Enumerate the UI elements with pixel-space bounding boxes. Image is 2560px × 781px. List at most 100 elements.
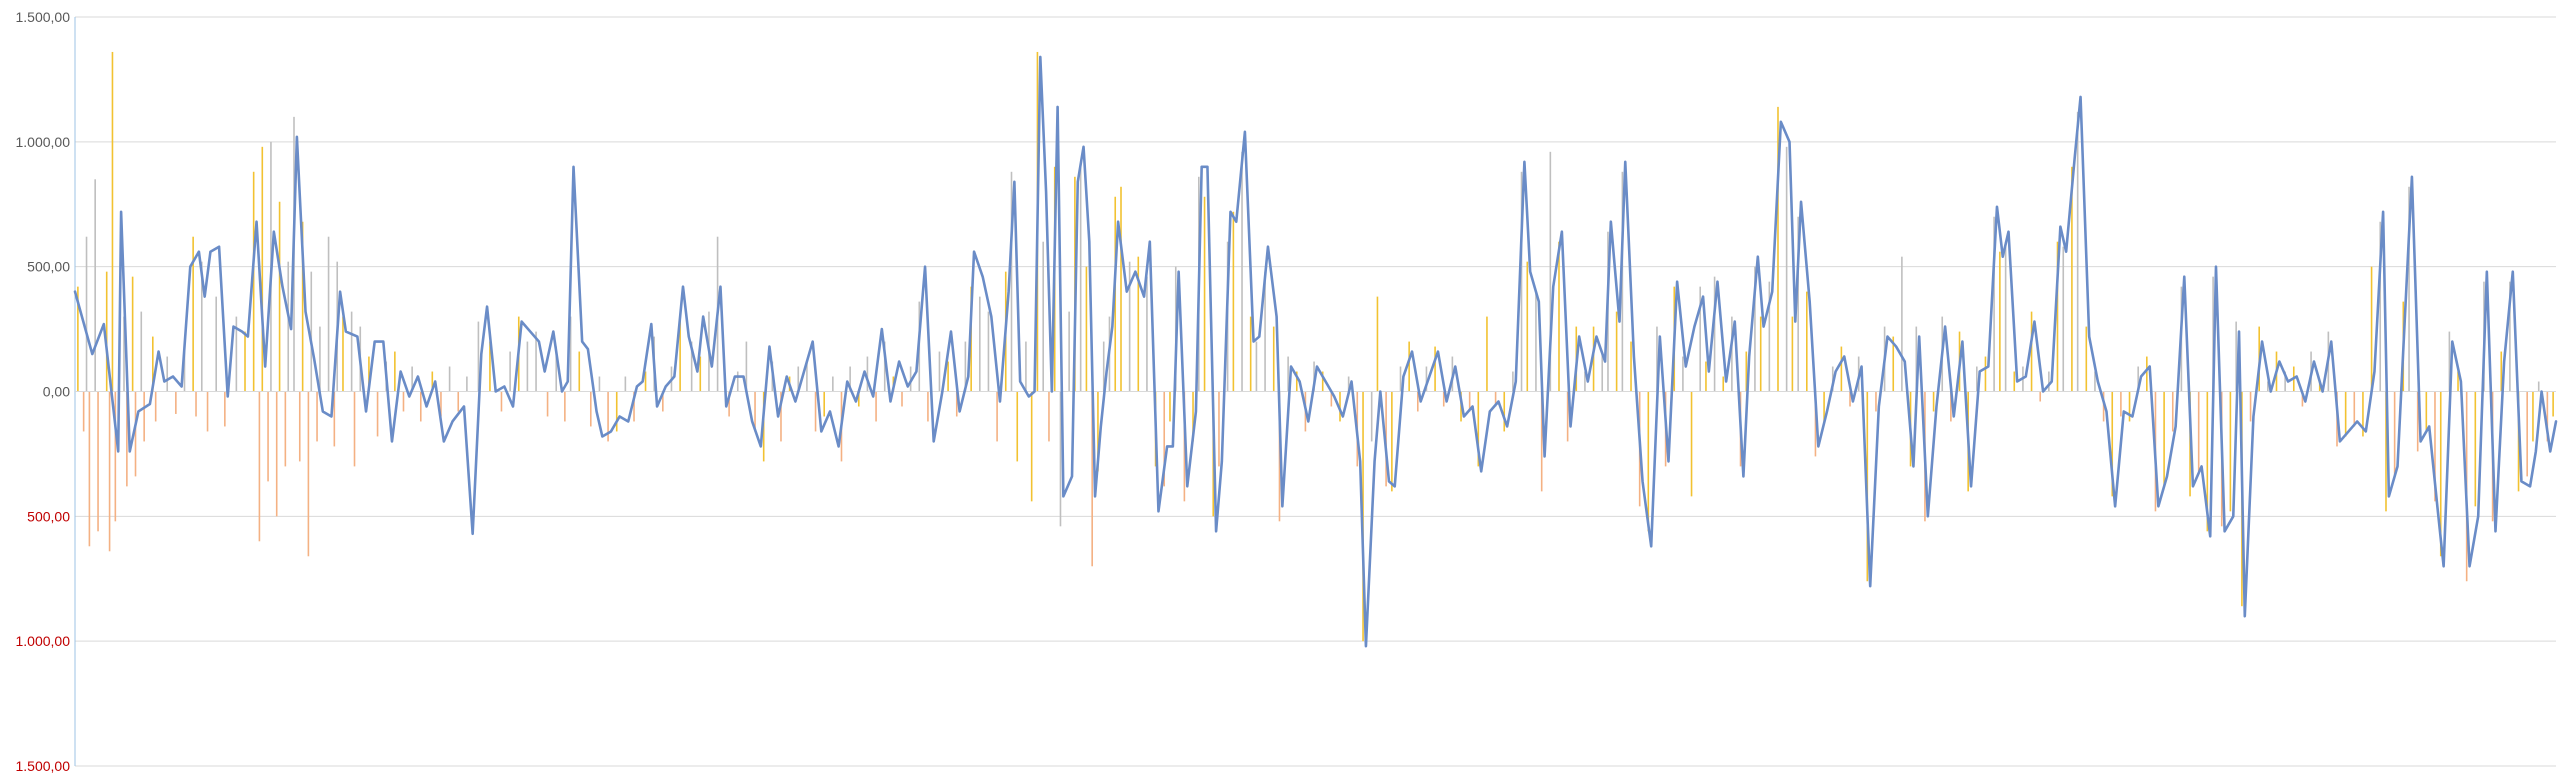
bar	[535, 331, 537, 392]
bar	[350, 311, 353, 392]
bar	[267, 391, 269, 482]
bar	[509, 351, 511, 392]
bar	[2212, 276, 2214, 392]
y-tick-label: 1.500,00	[16, 9, 71, 25]
bar	[258, 391, 261, 542]
bar	[1241, 151, 1243, 392]
bar	[126, 391, 128, 487]
bar	[2062, 246, 2065, 392]
bar	[1875, 391, 1877, 412]
bar	[1128, 261, 1131, 392]
bar	[394, 351, 396, 392]
bar	[301, 221, 304, 392]
bar	[938, 351, 941, 392]
bar	[333, 391, 336, 447]
bar	[1120, 186, 1122, 392]
bar	[2013, 371, 2016, 392]
bar	[82, 391, 85, 432]
bar	[1278, 391, 1281, 522]
bar	[1768, 281, 1771, 392]
bar	[728, 391, 730, 417]
bar	[1592, 326, 1595, 392]
bar	[2048, 371, 2050, 392]
bar	[1999, 251, 2001, 392]
bar	[466, 376, 468, 392]
bar	[1321, 371, 1324, 392]
bar	[1192, 391, 1194, 442]
bar	[1512, 371, 1514, 392]
bar	[2094, 371, 2096, 392]
bar	[866, 356, 869, 392]
bar	[2249, 391, 2252, 422]
bar	[1016, 391, 1019, 462]
bar	[1566, 391, 1569, 442]
bar	[2229, 391, 2232, 512]
bar	[2362, 391, 2364, 437]
bar	[457, 391, 460, 412]
bar	[679, 316, 681, 392]
bar	[2344, 391, 2347, 437]
bar	[1840, 346, 1843, 392]
bar	[123, 316, 125, 392]
bar	[1391, 391, 1393, 492]
bar	[2370, 266, 2373, 392]
bar	[2267, 381, 2269, 392]
bar	[1030, 391, 1033, 502]
bar	[2102, 391, 2105, 422]
bar	[2408, 186, 2410, 392]
bar	[368, 356, 370, 392]
bar	[1146, 276, 1148, 392]
bar	[1690, 391, 1693, 497]
bar	[1203, 196, 1206, 392]
bar	[2004, 241, 2007, 392]
bar	[2448, 331, 2451, 392]
bar	[1540, 391, 1543, 492]
bar	[1068, 311, 1070, 392]
bar	[448, 366, 451, 392]
bar	[244, 331, 246, 392]
bar	[1785, 146, 1788, 392]
bar	[307, 391, 310, 557]
bar	[1468, 391, 1471, 412]
bar	[2146, 356, 2148, 392]
bar	[284, 391, 287, 467]
bar	[275, 391, 278, 517]
bar	[814, 391, 817, 432]
bar	[1549, 151, 1552, 392]
bar	[411, 366, 413, 392]
series-line	[73, 55, 2558, 648]
bar	[1287, 356, 1289, 392]
bar	[857, 391, 860, 407]
bar	[215, 296, 217, 392]
bar	[206, 391, 209, 432]
bar	[1295, 371, 1298, 392]
bar	[94, 179, 96, 392]
bar	[166, 356, 169, 392]
bar	[644, 371, 647, 392]
axes	[74, 17, 2556, 766]
bar	[624, 376, 627, 392]
bar	[431, 371, 434, 392]
bar	[979, 296, 981, 392]
bar	[489, 341, 491, 392]
bar	[1434, 346, 1436, 392]
bar	[633, 391, 635, 422]
bar	[111, 51, 114, 392]
bar	[88, 391, 91, 547]
bar	[797, 366, 800, 392]
bar	[736, 371, 739, 392]
bar	[1137, 256, 1140, 392]
bar	[555, 346, 558, 392]
bar	[1425, 366, 1428, 392]
bar	[224, 391, 226, 427]
bar	[1823, 391, 1825, 422]
bar	[2120, 391, 2122, 417]
bar	[2546, 391, 2549, 442]
bar	[2526, 391, 2528, 477]
bar	[589, 391, 592, 427]
y-tick-label: 500,00	[27, 259, 70, 275]
bar	[1932, 391, 1935, 412]
bar	[1339, 391, 1341, 422]
bar	[1976, 366, 1978, 392]
